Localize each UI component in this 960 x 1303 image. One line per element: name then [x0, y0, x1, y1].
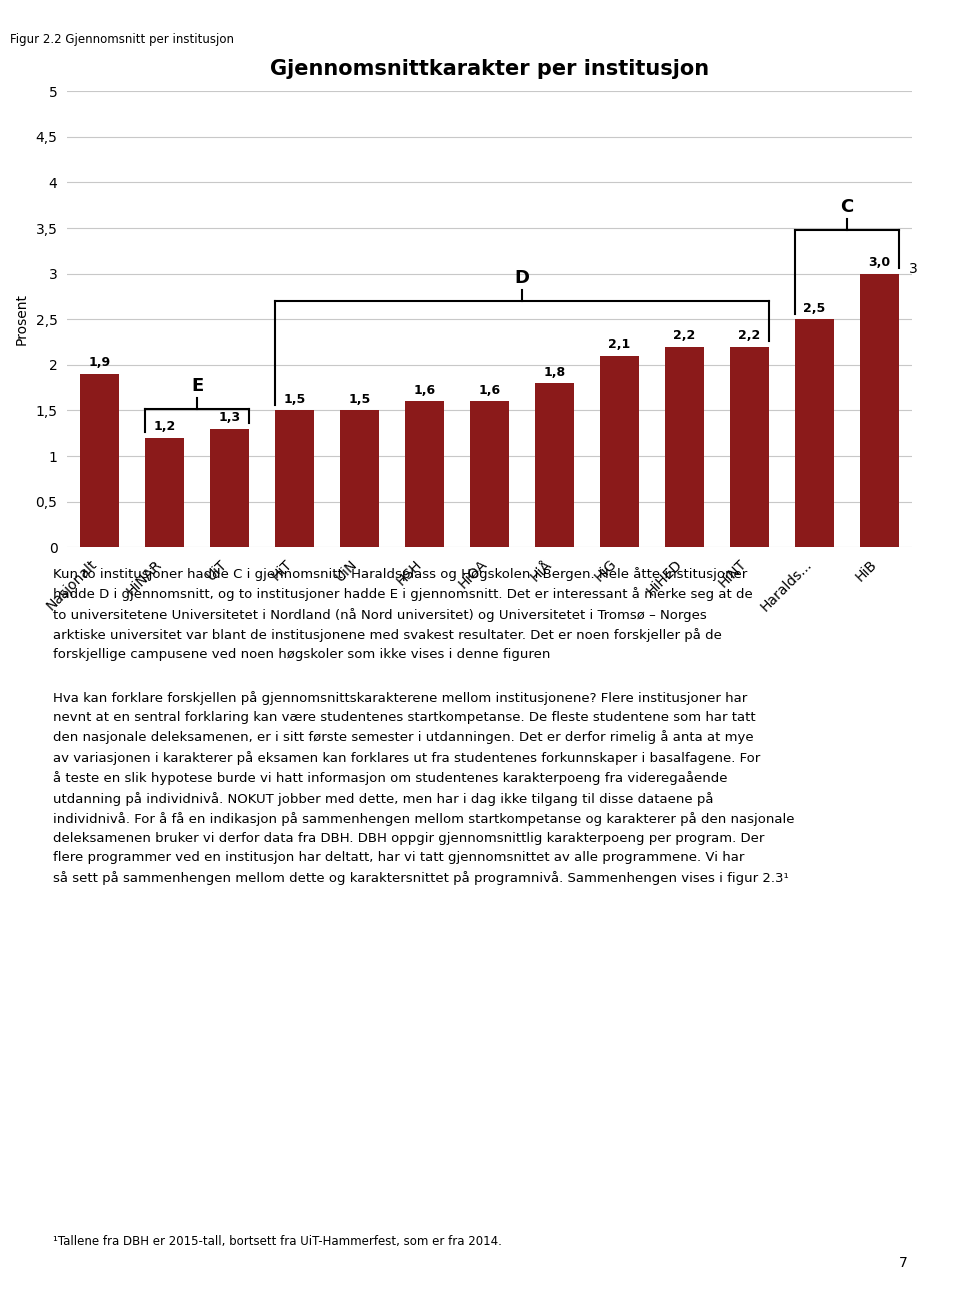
Text: 7: 7: [899, 1256, 907, 1270]
Text: 2,2: 2,2: [673, 330, 696, 343]
Text: 1,5: 1,5: [283, 394, 306, 407]
Bar: [860, 274, 899, 547]
Bar: [405, 401, 444, 547]
Text: 1,6: 1,6: [414, 384, 436, 396]
Bar: [730, 347, 769, 547]
Bar: [276, 410, 314, 547]
Text: 2,5: 2,5: [804, 302, 826, 315]
Bar: [210, 429, 250, 547]
Bar: [795, 319, 834, 547]
Bar: [470, 401, 509, 547]
Text: E: E: [191, 377, 204, 395]
Bar: [665, 347, 704, 547]
Text: 1,3: 1,3: [219, 412, 241, 425]
Text: ¹Tallene fra DBH er 2015-tall, bortsett fra UiT-Hammerfest, som er fra 2014.: ¹Tallene fra DBH er 2015-tall, bortsett …: [53, 1235, 502, 1248]
Text: 1,6: 1,6: [478, 384, 501, 396]
Y-axis label: Prosent: Prosent: [14, 293, 29, 345]
Bar: [340, 410, 379, 547]
Text: 3,0: 3,0: [869, 257, 891, 270]
Text: Figur 2.2 Gjennomsnitt per institusjon: Figur 2.2 Gjennomsnitt per institusjon: [10, 33, 233, 46]
Text: 2,2: 2,2: [738, 330, 760, 343]
Title: Gjennomsnittkarakter per institusjon: Gjennomsnittkarakter per institusjon: [270, 59, 709, 78]
Text: 1,2: 1,2: [154, 421, 176, 433]
Bar: [535, 383, 574, 547]
Text: 3: 3: [909, 262, 918, 276]
Text: C: C: [840, 198, 853, 216]
Text: 1,5: 1,5: [348, 394, 371, 407]
Bar: [600, 356, 639, 547]
Text: Kun to institusjoner hadde C i gjennomsnitt, Haraldsplass og Høgskolen i Bergen.: Kun to institusjoner hadde C i gjennomsn…: [53, 567, 753, 662]
Text: 1,8: 1,8: [543, 366, 565, 379]
Bar: [145, 438, 184, 547]
Text: 2,1: 2,1: [609, 339, 631, 351]
Text: 1,9: 1,9: [88, 357, 110, 370]
Text: D: D: [515, 270, 530, 288]
Bar: [81, 374, 119, 547]
Text: Hva kan forklare forskjellen på gjennomsnittskarakterene mellom institusjonene? : Hva kan forklare forskjellen på gjennoms…: [53, 691, 794, 885]
